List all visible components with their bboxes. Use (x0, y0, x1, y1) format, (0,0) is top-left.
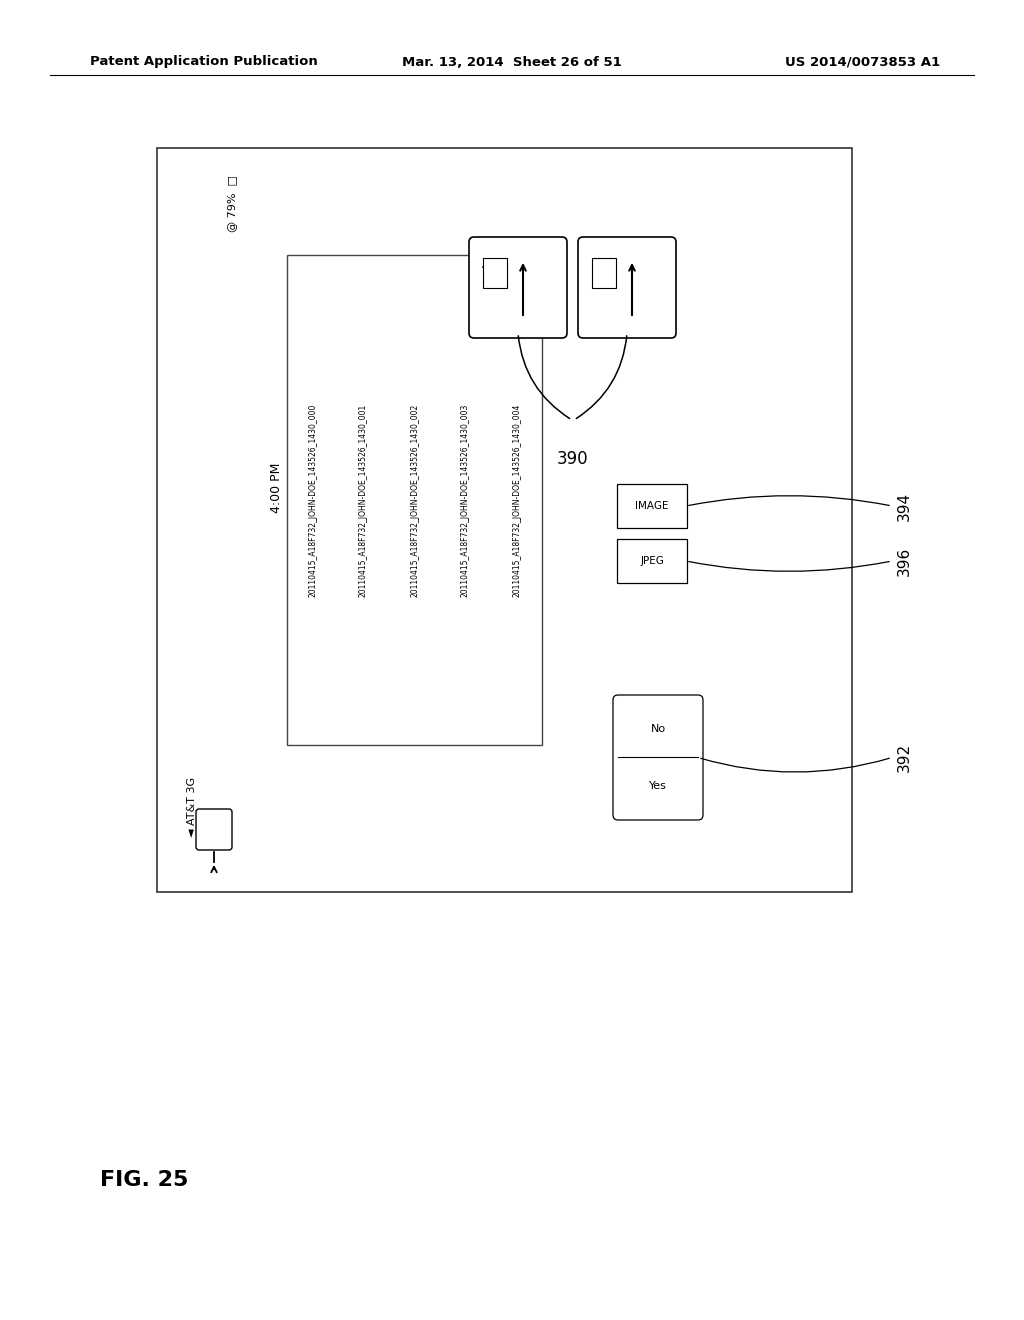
FancyBboxPatch shape (617, 539, 687, 583)
Text: 20110415_A18F732_JOHN-DOE_143526_1430_002: 20110415_A18F732_JOHN-DOE_143526_1430_00… (410, 404, 419, 597)
Text: 390: 390 (556, 450, 588, 469)
Text: 392: 392 (897, 743, 912, 772)
FancyBboxPatch shape (592, 257, 616, 288)
FancyBboxPatch shape (578, 238, 676, 338)
FancyBboxPatch shape (157, 148, 852, 892)
Text: 4:00 PM: 4:00 PM (270, 463, 284, 513)
Text: US 2014/0073853 A1: US 2014/0073853 A1 (784, 55, 940, 69)
FancyBboxPatch shape (483, 257, 507, 288)
Text: No: No (650, 723, 666, 734)
Text: FIG. 25: FIG. 25 (100, 1170, 188, 1191)
Text: IMAGE: IMAGE (635, 502, 669, 511)
Text: Patent Application Publication: Patent Application Publication (90, 55, 317, 69)
Text: B: B (591, 260, 598, 271)
Text: Yes: Yes (649, 781, 667, 791)
FancyBboxPatch shape (617, 484, 687, 528)
Text: 394: 394 (897, 491, 912, 520)
Text: Export Screen: Export Screen (291, 444, 303, 532)
Text: 20110415_A18F732_JOHN-DOE_143526_1430_000: 20110415_A18F732_JOHN-DOE_143526_1430_00… (308, 404, 317, 597)
FancyBboxPatch shape (613, 696, 703, 820)
Text: 396: 396 (897, 546, 912, 576)
FancyBboxPatch shape (469, 238, 567, 338)
Text: ◄ AT&T 3G: ◄ AT&T 3G (187, 777, 197, 837)
Bar (287, 255, 542, 744)
Text: @ 79%  □: @ 79% □ (227, 174, 237, 231)
Text: JPEG: JPEG (640, 556, 664, 566)
FancyBboxPatch shape (196, 809, 232, 850)
Text: 20110415_A18F732_JOHN-DOE_143526_1430_003: 20110415_A18F732_JOHN-DOE_143526_1430_00… (461, 404, 470, 597)
Text: 20110415_A18F732_JOHN-DOE_143526_1430_001: 20110415_A18F732_JOHN-DOE_143526_1430_00… (359, 404, 368, 597)
Text: 20110415_A18F732_JOHN-DOE_143526_1430_004: 20110415_A18F732_JOHN-DOE_143526_1430_00… (512, 404, 521, 597)
Text: A: A (482, 260, 488, 271)
Text: Mar. 13, 2014  Sheet 26 of 51: Mar. 13, 2014 Sheet 26 of 51 (402, 55, 622, 69)
